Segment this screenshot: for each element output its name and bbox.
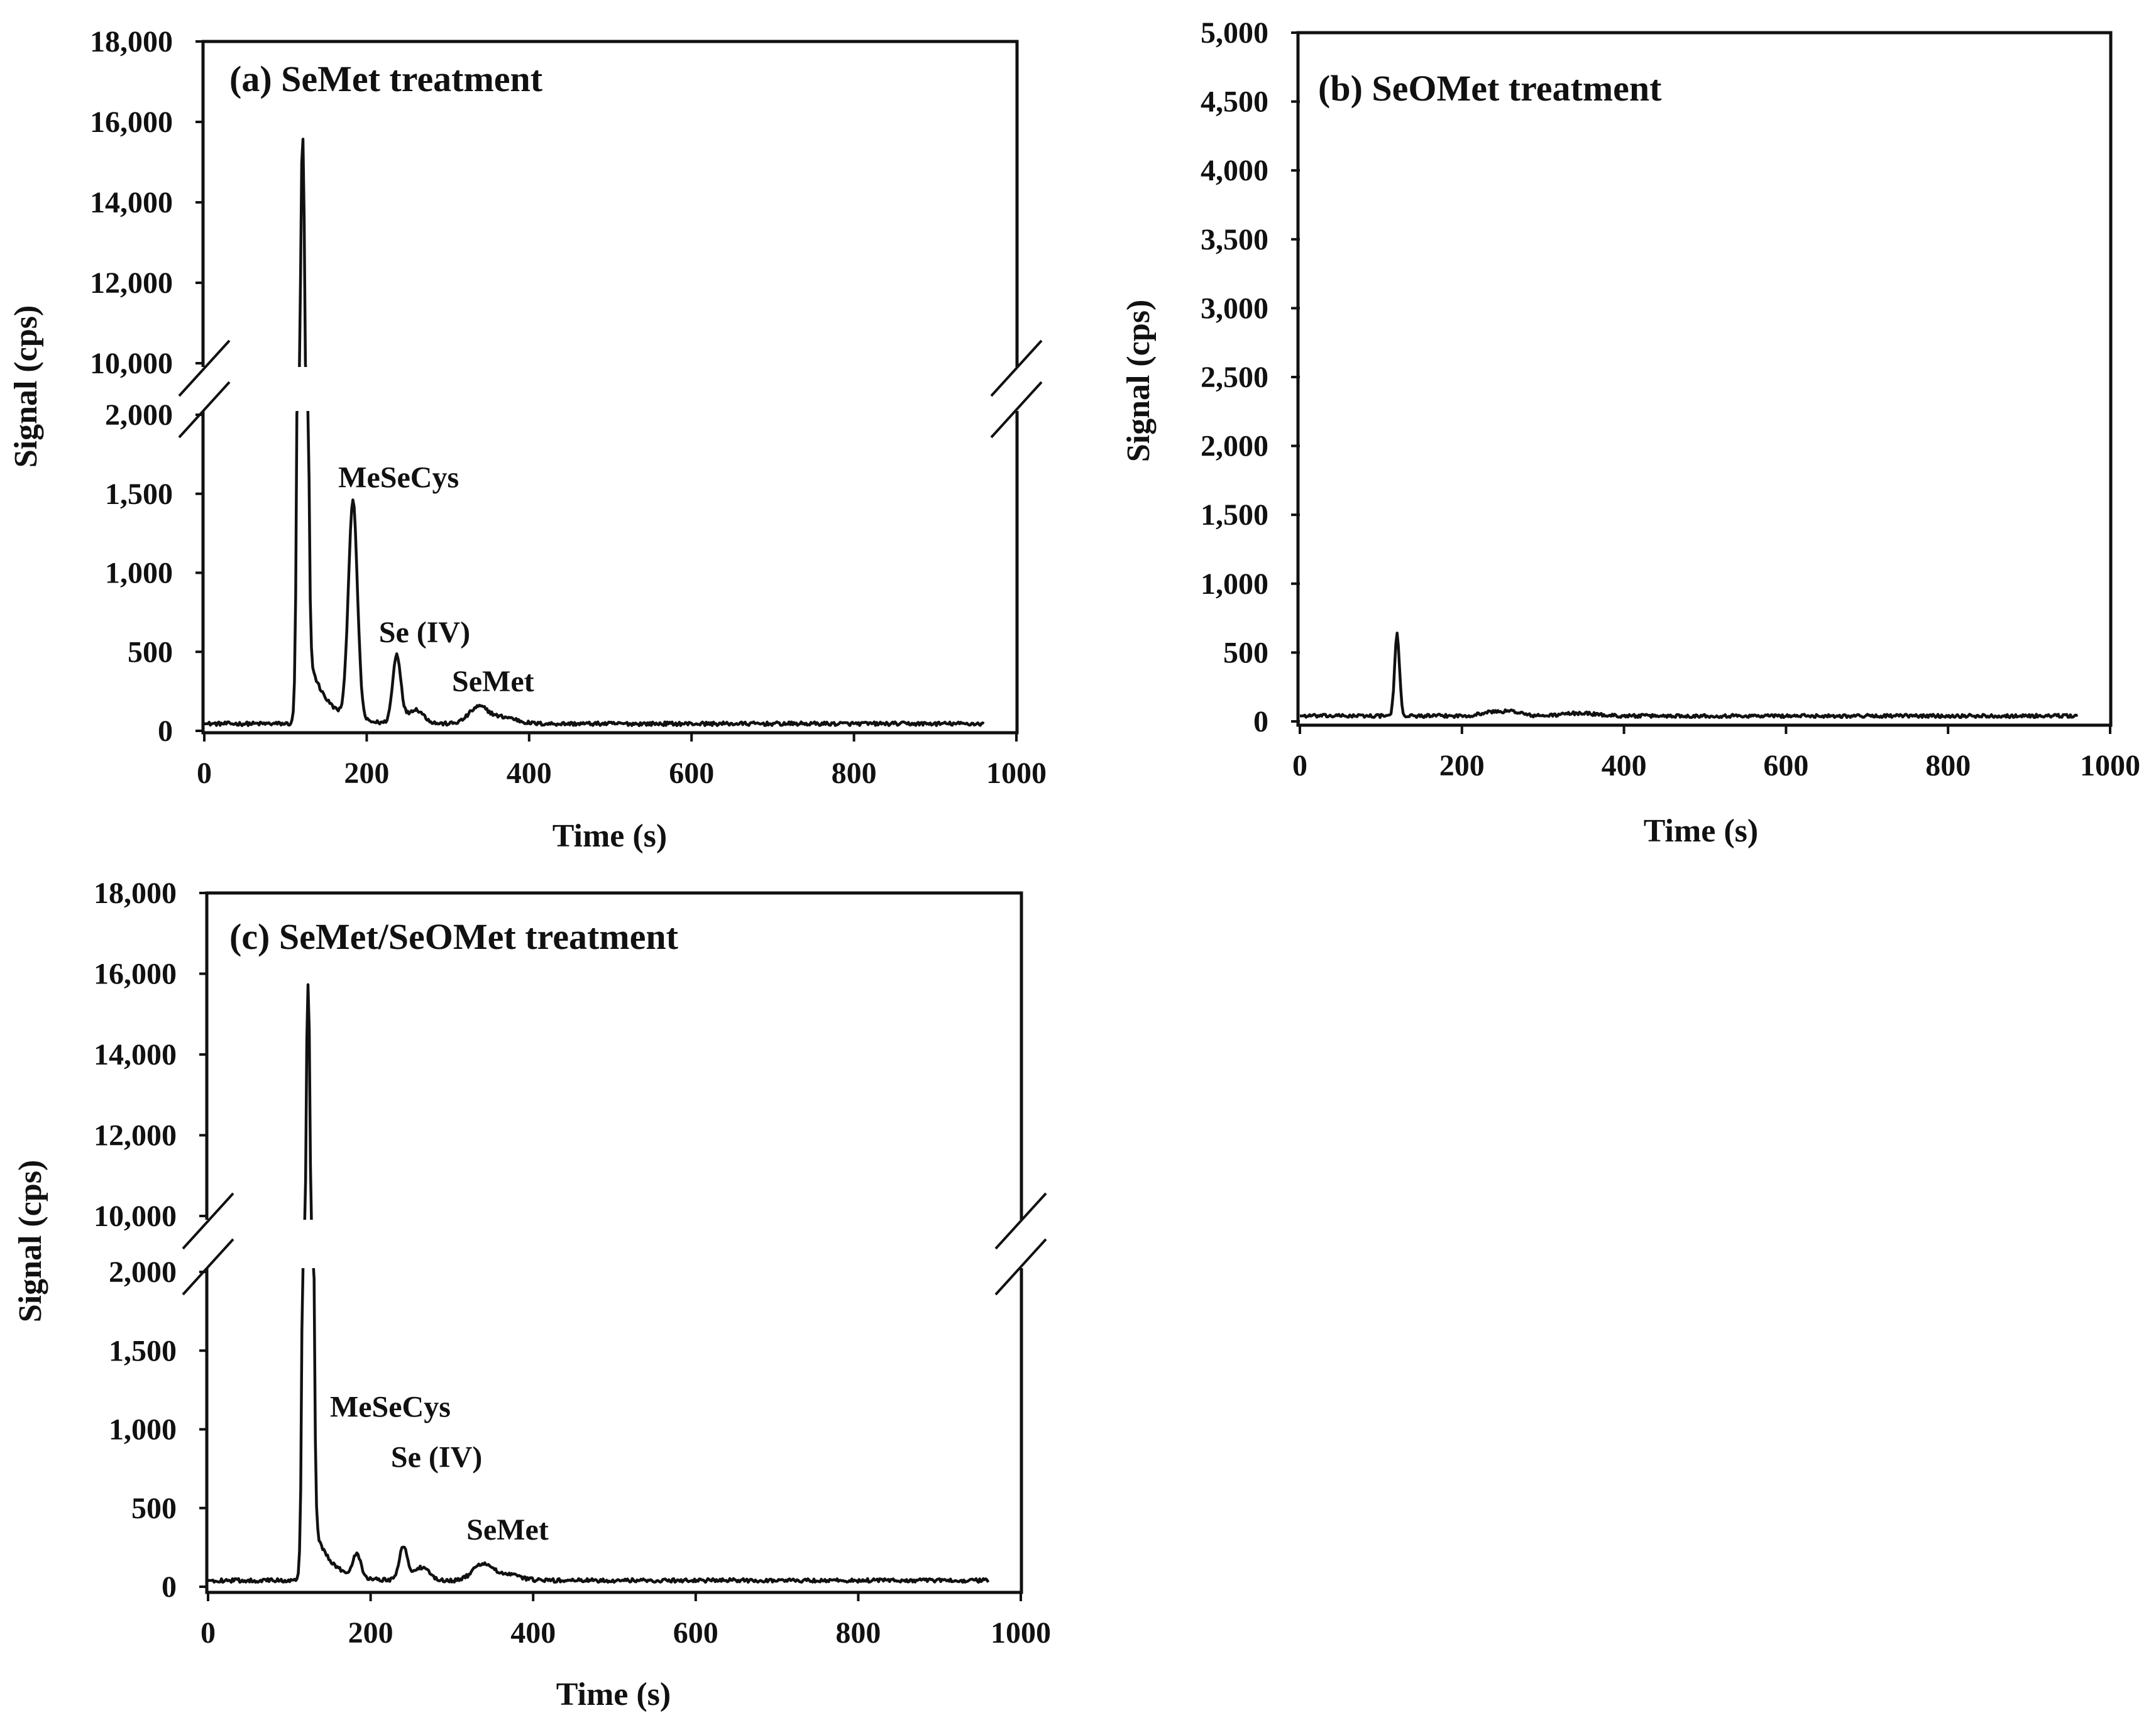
y-tick-label: 12,000 (94, 1119, 177, 1153)
x-tick-label: 600 (669, 757, 714, 790)
axis-break-gap (185, 367, 1035, 411)
y-tick-label: 1,500 (109, 1334, 177, 1367)
x-tick-label: 200 (344, 757, 389, 790)
y-tick-label: 0 (158, 715, 173, 748)
axis-break-mark (990, 381, 1043, 439)
plot-frame-b (1296, 31, 2113, 727)
panel-a: (a) SeMet treatment Time (s) Signal (cps… (8, 25, 1047, 854)
x-tick-label: 1000 (991, 1616, 1051, 1650)
x-tick-label: 800 (832, 757, 877, 790)
peak-annotation: SeMet (466, 1513, 549, 1547)
y-tick-label: 3,000 (1201, 292, 1268, 325)
x-tick-label: 200 (348, 1616, 393, 1650)
y-axis-label-c: Signal (cps) (13, 1160, 48, 1323)
y-tick-label: 1,000 (1201, 567, 1268, 601)
axis-break-mark (178, 381, 231, 439)
y-tick-label: 0 (162, 1570, 177, 1604)
axis-break-mark (182, 1238, 234, 1296)
x-tick-label: 0 (1292, 749, 1307, 782)
series-line (1299, 632, 2079, 720)
axis-break-gap (189, 1220, 1040, 1268)
axis-break-mark (994, 1238, 1047, 1296)
panel-title-c: (c) SeMet/SeOMet treatment (229, 916, 679, 957)
y-tick-label: 500 (128, 635, 173, 669)
x-tick-label: 400 (1602, 749, 1647, 782)
axis-break-mark (182, 1192, 234, 1250)
y-tick-label: 18,000 (94, 877, 177, 910)
panel-title-b: (b) SeOMet treatment (1318, 68, 1662, 109)
series-line (204, 138, 985, 727)
y-tick-label: 18,000 (90, 25, 173, 58)
x-tick-label: 600 (1763, 749, 1808, 782)
y-tick-label: 10,000 (94, 1200, 177, 1233)
y-tick-label: 12,000 (90, 266, 173, 300)
y-tick-label: 500 (1223, 636, 1268, 669)
peak-annotation: SeMet (452, 665, 534, 698)
y-tick-label: 2,500 (1201, 361, 1268, 394)
x-tick-label: 600 (673, 1616, 718, 1650)
x-tick-label: 800 (835, 1616, 881, 1650)
x-tick-label: 1000 (2080, 749, 2140, 782)
axis-break-mark (990, 339, 1043, 397)
peak-annotation: MeSeCys (330, 1390, 451, 1423)
x-tick-label: 0 (197, 757, 212, 790)
x-axis-label-a: Time (s) (553, 818, 667, 854)
panel-c: (c) SeMet/SeOMet treatment Time (s) Sign… (13, 877, 1051, 1712)
peak-annotation: Se (IV) (379, 616, 470, 649)
y-tick-label: 16,000 (90, 106, 173, 139)
y-tick-label: 14,000 (90, 186, 173, 219)
x-tick-label: 400 (507, 757, 552, 790)
y-tick-label: 500 (131, 1492, 177, 1525)
y-tick-label: 4,500 (1201, 85, 1268, 119)
axis-break-mark (178, 339, 231, 397)
y-tick-label: 1,000 (109, 1413, 177, 1447)
y-tick-label: 10,000 (90, 347, 173, 380)
y-tick-label: 2,000 (109, 1256, 177, 1289)
panel-b: (b) SeOMet treatment Time (s) Signal (cp… (1121, 16, 2140, 849)
y-tick-label: 16,000 (94, 958, 177, 991)
peak-annotation: MeSeCys (338, 461, 459, 495)
y-tick-label: 2,000 (105, 398, 173, 432)
y-tick-label: 3,500 (1201, 223, 1268, 256)
y-tick-label: 14,000 (94, 1038, 177, 1071)
y-tick-label: 5,000 (1201, 16, 1268, 50)
y-tick-label: 1,500 (105, 478, 173, 511)
y-tick-label: 2,000 (1201, 430, 1268, 463)
y-tick-label: 1,500 (1201, 498, 1268, 532)
y-tick-label: 4,000 (1201, 154, 1268, 187)
panel-title-a: (a) SeMet treatment (229, 58, 543, 99)
y-tick-label: 0 (1253, 705, 1268, 738)
x-tick-label: 200 (1439, 749, 1485, 782)
y-axis-label-a: Signal (cps) (8, 305, 44, 468)
x-tick-label: 800 (1925, 749, 1971, 782)
x-tick-label: 400 (510, 1616, 556, 1650)
series-line (207, 983, 990, 1584)
x-axis-label-b: Time (s) (1644, 813, 1758, 849)
x-tick-label: 0 (201, 1616, 216, 1650)
peak-annotation: Se (IV) (391, 1441, 482, 1474)
y-axis-label-b: Signal (cps) (1121, 300, 1157, 463)
y-tick-label: 1,000 (105, 557, 173, 590)
x-axis-label-c: Time (s) (556, 1677, 671, 1712)
axis-break-mark (994, 1192, 1047, 1250)
x-tick-label: 1000 (986, 757, 1047, 790)
